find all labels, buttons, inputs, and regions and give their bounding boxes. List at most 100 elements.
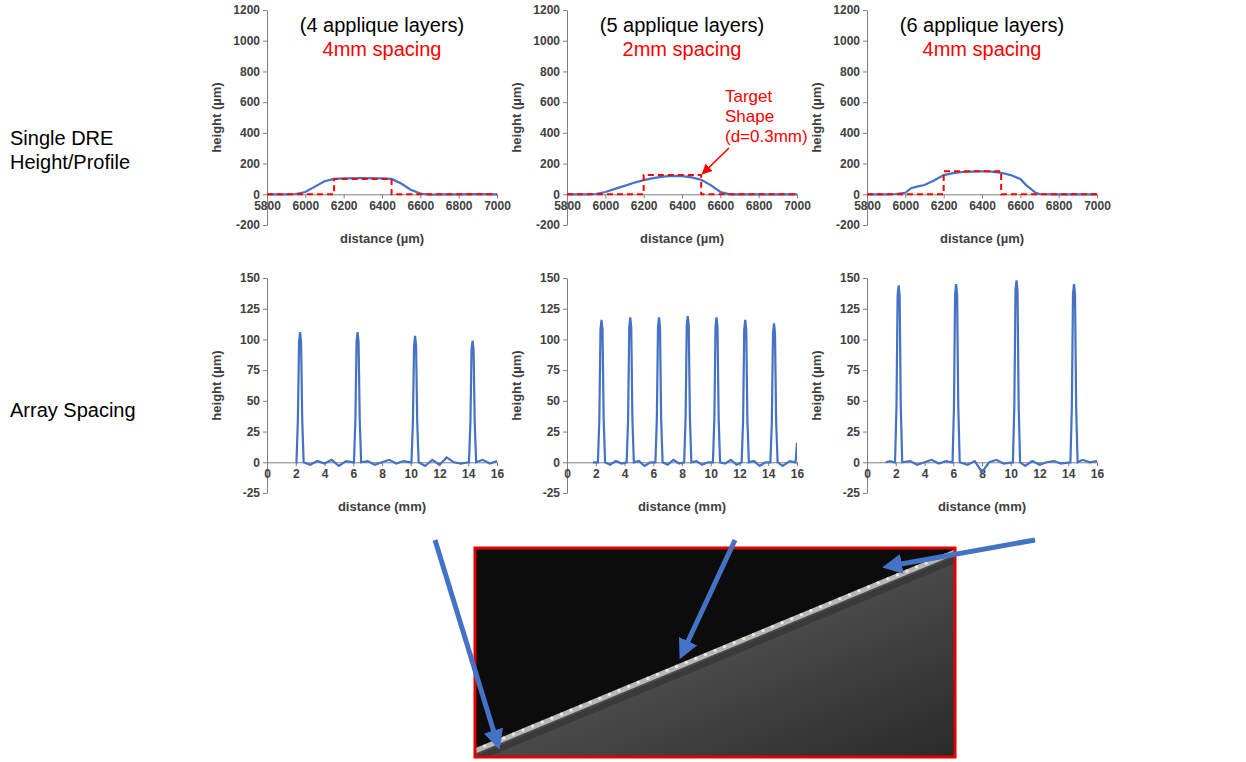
x-tick-label: 6200	[631, 199, 658, 213]
x-tick-label: 6	[350, 467, 357, 481]
x-tick: 6800	[746, 194, 773, 213]
x-tick: 6800	[446, 194, 473, 213]
y-tick-mark	[563, 493, 567, 494]
chart-subtitle: 4mm spacing	[323, 38, 442, 60]
y-tick-mark	[263, 462, 267, 463]
photo-dot	[877, 581, 880, 584]
x-tick-label: 16	[791, 467, 805, 481]
y-tick-mark	[863, 370, 867, 371]
y-tick: 25	[847, 425, 867, 439]
y-tick: -200	[836, 218, 867, 232]
y-tick-mark	[263, 133, 267, 134]
y-tick: 50	[547, 394, 567, 408]
pointer-arrow	[683, 540, 735, 652]
profile-line	[267, 178, 497, 195]
photo-dot	[694, 657, 697, 660]
x-tick-label: 6600	[707, 199, 734, 213]
x-tick: 2	[593, 462, 600, 481]
photo-dot	[713, 649, 716, 652]
y-tick-label: 125	[840, 302, 860, 316]
y-tick-label: -25	[543, 486, 561, 500]
y-tick-mark	[563, 278, 567, 279]
y-tick-label: 100	[240, 333, 260, 347]
y-tick-mark	[863, 71, 867, 72]
y-tick-mark	[863, 164, 867, 165]
plot-area	[593, 316, 797, 466]
y-tick: 100	[840, 333, 867, 347]
y-tick-mark	[563, 164, 567, 165]
photo-dot	[886, 577, 889, 580]
x-tick: 14	[762, 462, 776, 481]
y-tick-label: 150	[540, 271, 560, 285]
row-label-line: Single DRE	[10, 127, 113, 149]
chart-panel: -200020040060080010001200580060006200640…	[809, 3, 1111, 246]
y-tick-mark	[563, 133, 567, 134]
x-tick-label: 7000	[1084, 199, 1111, 213]
y-tick: 150	[240, 271, 267, 285]
photo-dot	[905, 569, 908, 572]
y-tick-label: -200	[536, 218, 560, 232]
y-tick-mark	[263, 278, 267, 279]
y-tick-label: 400	[540, 126, 560, 140]
y-tick-mark	[563, 225, 567, 226]
y-tick: 125	[840, 302, 867, 316]
photo-dot	[809, 609, 812, 612]
y-tick-label: 125	[540, 302, 560, 316]
x-tick-label: 8	[379, 467, 386, 481]
y-tick-label: 200	[840, 157, 860, 171]
photo-dot	[637, 681, 640, 684]
y-tick-mark	[863, 432, 867, 433]
y-tick: 75	[547, 363, 567, 377]
y-tick-label: 50	[247, 394, 261, 408]
photo-dot	[790, 617, 793, 620]
chart-subtitle: 2mm spacing	[623, 38, 742, 60]
y-tick-label: 600	[840, 95, 860, 109]
x-tick: 0	[564, 462, 571, 481]
y-tick-mark	[863, 493, 867, 494]
y-tick-mark	[863, 339, 867, 340]
y-tick-label: 25	[547, 425, 561, 439]
x-tick-label: 5800	[854, 199, 881, 213]
y-tick-label: 1000	[233, 34, 260, 48]
y-tick-label: 400	[840, 126, 860, 140]
x-tick-label: 7000	[484, 199, 511, 213]
x-tick: 8	[379, 462, 386, 481]
y-tick-label: 75	[547, 363, 561, 377]
x-tick: 5800	[554, 194, 581, 213]
y-tick-mark	[263, 493, 267, 494]
y-tick: 75	[847, 363, 867, 377]
y-tick-label: 800	[240, 65, 260, 79]
x-tick: 14	[462, 462, 476, 481]
row-label: Single DREHeight/Profile	[10, 127, 130, 173]
x-tick: 0	[264, 462, 271, 481]
x-tick: 7000	[1084, 194, 1111, 213]
profile-line	[886, 280, 1097, 472]
y-tick-label: 100	[540, 333, 560, 347]
row-label: Array Spacing	[10, 399, 136, 421]
x-tick: 6	[350, 462, 357, 481]
x-tick-label: 6400	[669, 199, 696, 213]
x-tick-mark	[944, 194, 945, 198]
x-tick: 6800	[1046, 194, 1073, 213]
photo-dot	[800, 613, 803, 616]
y-tick-mark	[563, 41, 567, 42]
target-line	[267, 179, 497, 194]
y-tick-mark	[863, 278, 867, 279]
y-tick-label: 200	[540, 157, 560, 171]
y-tick: 1200	[833, 3, 867, 17]
x-tick-mark	[567, 462, 568, 466]
photo-dot	[867, 585, 870, 588]
photo-dot	[502, 736, 505, 739]
x-tick: 6000	[892, 194, 919, 213]
y-axis-title: height (µm)	[209, 350, 224, 420]
y-tick: 800	[240, 65, 267, 79]
annotation: TargetShape(d=0.3mm)	[725, 87, 808, 146]
x-axis-title: distance (mm)	[338, 499, 426, 514]
figure: Single DREHeight/Profile Array Spacing -20…	[0, 0, 1246, 762]
y-tick-mark	[563, 309, 567, 310]
x-tick: 7000	[484, 194, 511, 213]
x-tick-label: 12	[733, 467, 747, 481]
y-tick-label: 25	[247, 425, 261, 439]
x-tick-label: 5800	[554, 199, 581, 213]
x-tick: 6000	[592, 194, 619, 213]
